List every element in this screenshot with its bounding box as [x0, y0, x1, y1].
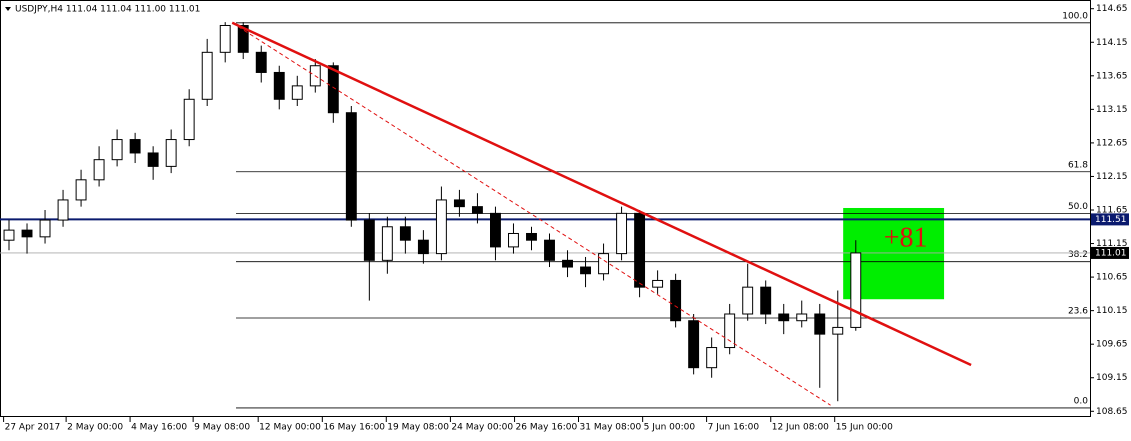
- candle-body: [580, 266, 591, 275]
- price-box-label: 111.51: [1095, 215, 1127, 225]
- candle-body: [796, 313, 808, 322]
- candle-body: [435, 199, 447, 255]
- candle-body: [399, 226, 411, 241]
- candle-body: [778, 313, 790, 322]
- price-box: [1091, 213, 1129, 226]
- dashed-trendline: [231, 22, 831, 406]
- candle-body: [345, 112, 357, 221]
- x-tick-label: 27 Apr 2017: [5, 423, 61, 433]
- x-tick-label: 31 May 08:00: [580, 423, 642, 433]
- candle-body: [57, 199, 69, 221]
- candle-body: [183, 98, 195, 141]
- fib-label: 61.8: [1068, 160, 1088, 170]
- candle-body: [75, 179, 87, 201]
- y-tick-label: 111.15: [1096, 239, 1128, 249]
- price-box: [1091, 246, 1129, 259]
- candle-body: [93, 159, 105, 181]
- x-tick-label: 15 Jun 00:00: [836, 423, 893, 433]
- y-tick-label: 110.65: [1096, 273, 1128, 283]
- x-tick-label: 9 May 08:00: [194, 423, 250, 433]
- candle-body: [219, 24, 231, 53]
- x-tick-label: 12 Jun 08:00: [772, 423, 829, 433]
- fib-label: 50.0: [1068, 202, 1088, 212]
- y-tick-label: 114.65: [1096, 4, 1128, 14]
- y-tick-label: 108.65: [1096, 407, 1128, 417]
- x-tick-label: 24 May 00:00: [451, 423, 513, 433]
- candle-body: [273, 71, 285, 100]
- candle-body: [508, 232, 519, 248]
- y-tick-label: 109.65: [1096, 340, 1128, 350]
- x-tick-label: 2 May 00:00: [67, 423, 123, 433]
- x-tick-label: 5 Jun 00:00: [644, 423, 696, 433]
- candle-body: [39, 219, 51, 238]
- x-tick-label: 4 May 16:00: [131, 423, 187, 433]
- y-tick-label: 114.15: [1096, 38, 1128, 48]
- y-tick-label: 112.65: [1096, 138, 1128, 148]
- candle-body: [742, 286, 754, 315]
- y-tick-label: 113.65: [1096, 71, 1128, 81]
- y-tick-label: 109.15: [1096, 373, 1128, 383]
- candle-body: [670, 279, 682, 322]
- candle-body: [291, 85, 303, 100]
- candle-body: [417, 239, 429, 255]
- candle-body: [832, 326, 844, 335]
- candle-body: [237, 24, 249, 53]
- candle-body: [255, 51, 267, 73]
- y-tick-label: 111.65: [1096, 206, 1128, 216]
- x-tick-label: 7 Jun 16:00: [708, 423, 760, 433]
- candle-body: [3, 229, 15, 241]
- candle-body: [634, 212, 646, 288]
- candle-body: [526, 232, 537, 241]
- candle-body: [544, 239, 555, 261]
- x-tick-label: 16 May 16:00: [323, 423, 385, 433]
- fib-label: 0.0: [1074, 396, 1089, 406]
- x-tick-label: 12 May 00:00: [259, 423, 321, 433]
- annotation: +81: [884, 222, 928, 253]
- candle-body: [562, 259, 573, 268]
- fib-label: 38.2: [1068, 250, 1088, 260]
- candle-body: [327, 65, 339, 114]
- candle-body: [129, 139, 141, 154]
- fib-label: 23.6: [1068, 307, 1088, 317]
- chart-title: USDJPY,H4 111.04 111.04 111.00 111.01: [15, 5, 200, 15]
- candle-body: [850, 252, 862, 328]
- trendline: [231, 21, 972, 367]
- candle-body: [706, 347, 718, 369]
- candle-body: [111, 139, 123, 161]
- price-box-label: 111.01: [1095, 248, 1127, 258]
- menu-triangle: [5, 7, 11, 11]
- candle-body: [490, 212, 501, 248]
- candle-body: [363, 219, 375, 261]
- candle-body: [381, 226, 393, 261]
- candle-body: [453, 199, 465, 208]
- candle-body: [471, 206, 483, 214]
- x-tick-label: 19 May 08:00: [387, 423, 449, 433]
- candle-body: [165, 139, 177, 167]
- candle-body: [724, 313, 736, 349]
- candle-body: [147, 152, 159, 167]
- candle-body: [652, 279, 664, 288]
- fib-label: 100.0: [1062, 11, 1088, 21]
- x-tick-label: 26 May 16:00: [516, 423, 578, 433]
- y-tick-label: 113.15: [1096, 105, 1128, 115]
- y-tick-label: 110.15: [1096, 306, 1128, 316]
- candle-body: [616, 212, 628, 255]
- candle-body: [21, 229, 33, 238]
- candle-body: [598, 253, 610, 275]
- y-tick-label: 112.15: [1096, 172, 1128, 182]
- candle-body: [760, 286, 772, 315]
- candle-body: [814, 313, 826, 335]
- candle-body: [688, 320, 700, 369]
- candle-body: [201, 51, 213, 100]
